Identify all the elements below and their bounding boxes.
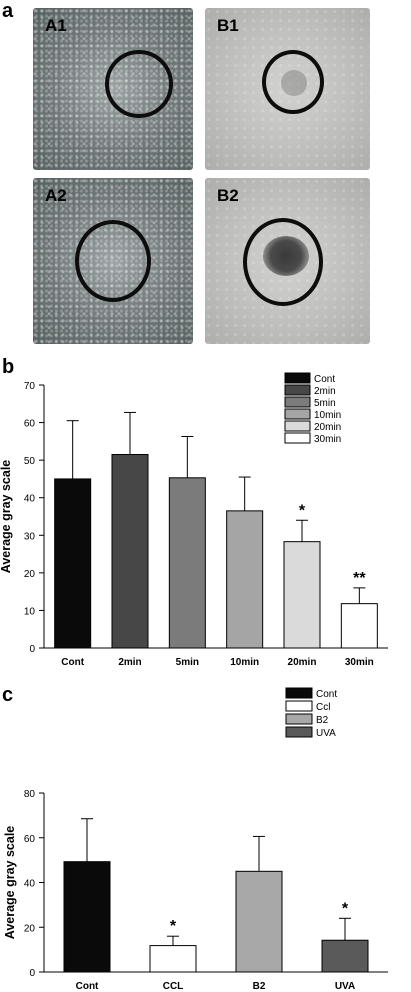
legend-label: 5min (314, 398, 336, 409)
y-tick-label: 20 (24, 923, 36, 934)
significance-label: * (342, 900, 349, 917)
legend-label: 20min (314, 422, 341, 433)
bar (63, 861, 111, 973)
bar (283, 541, 321, 649)
y-tick-label: 10 (24, 606, 36, 617)
legend-swatch (285, 687, 313, 699)
legend-swatch (284, 408, 311, 420)
y-tick-label: 0 (29, 644, 35, 655)
y-tick-label: 60 (24, 419, 36, 430)
image-b1: B1 (205, 8, 370, 170)
legend-label: 30min (314, 434, 341, 445)
bar (235, 870, 283, 973)
y-tick-label: 30 (24, 531, 36, 542)
legend-label: B2 (316, 715, 329, 726)
image-label-a2: A2 (45, 186, 67, 205)
x-tick-label: 5min (176, 657, 199, 668)
significance-label: ** (353, 570, 366, 587)
y-axis-label: Average gray scale (3, 826, 17, 940)
region-circle (105, 50, 173, 118)
x-tick-label: 10min (230, 657, 259, 668)
x-tick-label: Cont (61, 657, 84, 668)
panel-a-letter: a (2, 0, 14, 22)
y-tick-label: 80 (24, 789, 36, 800)
legend-swatch (284, 420, 311, 432)
bar (321, 939, 369, 973)
bar (111, 454, 149, 649)
x-tick-label: 30min (345, 657, 374, 668)
region-circle (243, 218, 323, 306)
bar (149, 945, 197, 973)
image-label-a1: A1 (45, 16, 67, 35)
y-tick-label: 0 (29, 968, 35, 979)
y-tick-label: 20 (24, 569, 36, 580)
x-tick-label: 2min (118, 657, 141, 668)
legend-swatch (284, 384, 311, 396)
y-tick-label: 70 (24, 381, 36, 392)
x-tick-label: B2 (253, 981, 266, 992)
image-label-b1: B1 (217, 16, 239, 35)
significance-label: * (299, 502, 306, 519)
legend-label: UVA (316, 728, 336, 739)
legend-swatch (284, 432, 311, 444)
y-tick-label: 60 (24, 834, 36, 845)
legend-swatch (285, 713, 313, 725)
image-a1: A1 (33, 8, 193, 170)
image-b2: B2 (205, 178, 370, 344)
legend-swatch (285, 726, 313, 738)
y-tick-label: 40 (24, 879, 36, 890)
x-tick-label: CCL (163, 981, 184, 992)
legend-label: 10min (314, 410, 341, 421)
bar (340, 603, 378, 649)
legend-label: Cont (314, 374, 335, 385)
image-a2: A2 (33, 178, 193, 344)
y-tick-label: 40 (24, 494, 36, 505)
significance-label: * (170, 918, 177, 935)
y-axis-label: Average gray scale (0, 460, 13, 574)
panel-c-letter: c (2, 684, 14, 706)
bar (226, 510, 264, 649)
chart-c: 0 20 40 60 80 Average gray scale Cont * CCL B2 * UV… (3, 687, 388, 992)
image-label-b2: B2 (217, 186, 239, 205)
bar (54, 478, 92, 649)
y-tick-label: 50 (24, 456, 36, 467)
x-tick-label: Cont (76, 981, 99, 992)
legend-swatch (284, 372, 311, 384)
legend-swatch (285, 700, 313, 712)
panel-b-letter: b (2, 356, 15, 378)
bar (168, 477, 206, 649)
x-tick-label: 20min (288, 657, 317, 668)
x-tick-label: UVA (335, 981, 355, 992)
legend-label: Ccl (316, 702, 330, 713)
legend-label: 2min (314, 386, 336, 397)
region-circle (75, 220, 151, 302)
legend-label: Cont (316, 689, 337, 700)
region-circle (262, 50, 324, 114)
legend-swatch (284, 396, 311, 408)
